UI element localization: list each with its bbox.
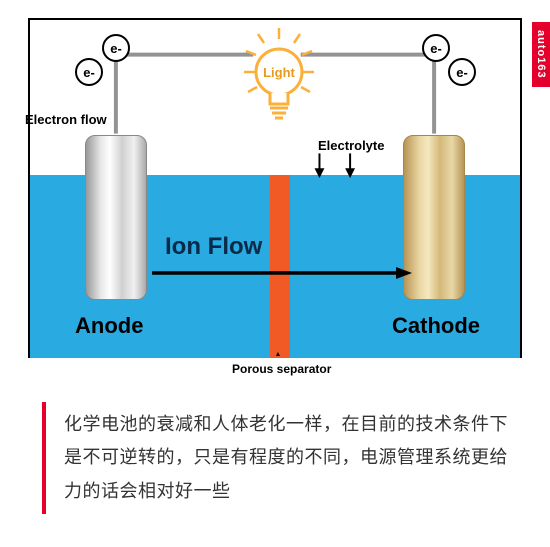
anode-label: Anode: [75, 313, 143, 339]
anode-electrode: [85, 135, 147, 300]
electrolyte-label: Electrolyte: [318, 138, 384, 153]
ion-flow-arrow: [152, 266, 412, 280]
caption-box: 化学电池的衰减和人体老化一样，在目前的技术条件下是不可逆转的，只是有程度的不同，…: [42, 402, 508, 514]
electron-icon: e-: [448, 58, 476, 86]
light-bulb-icon: Light: [242, 28, 316, 120]
electron-flow-label: Electron flow: [25, 112, 107, 127]
side-brand-tag: auto163: [532, 22, 550, 87]
ion-flow-label: Ion Flow: [165, 233, 262, 261]
cathode-label: Cathode: [392, 313, 480, 339]
electron-icon: e-: [75, 58, 103, 86]
battery-diagram: Light e- e- e- e- Electron flow Electrol…: [28, 18, 522, 358]
light-label: Light: [263, 65, 295, 80]
porous-separator-label: Porous separator: [232, 362, 331, 376]
cathode-electrode: [403, 135, 465, 300]
electron-icon: e-: [422, 34, 450, 62]
caption-text: 化学电池的衰减和人体老化一样，在目前的技术条件下是不可逆转的，只是有程度的不同，…: [64, 408, 508, 508]
electron-icon: e-: [102, 34, 130, 62]
